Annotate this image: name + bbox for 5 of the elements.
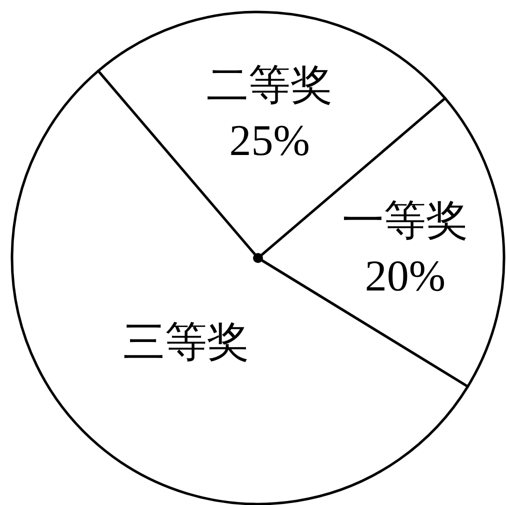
- slice-label: 三等奖: [123, 320, 250, 366]
- slice-label: 二等奖: [206, 62, 333, 109]
- data-label: 20%: [364, 251, 446, 300]
- data-label: 25%: [229, 116, 310, 165]
- slice-label: 一等奖: [342, 198, 468, 244]
